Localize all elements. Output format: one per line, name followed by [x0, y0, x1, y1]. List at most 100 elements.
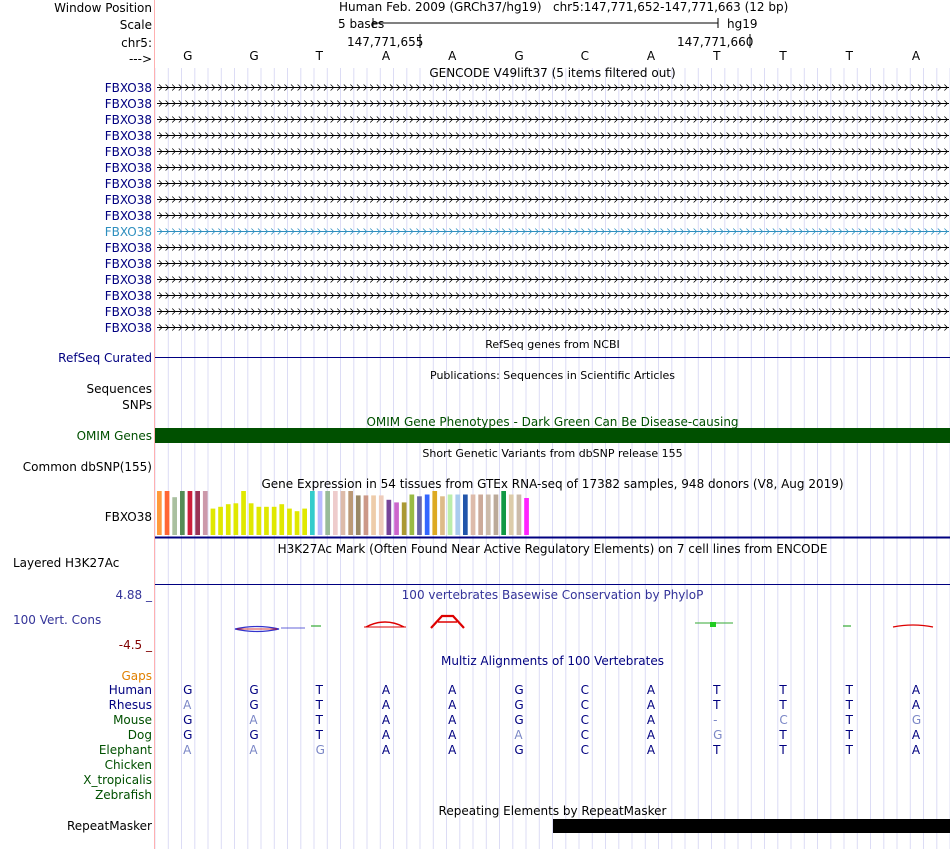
alignment-base: A [381, 683, 391, 697]
chr-label: chr5: [121, 36, 152, 50]
alignment-base: T [713, 698, 721, 712]
track-label-pane: Window Position Scale chr5: ---> FBXO38 F… [0, 0, 154, 849]
gencode-transcript-label[interactable]: FBXO38 [104, 81, 152, 95]
base-letter: A [381, 49, 391, 63]
gencode-transcript-label[interactable]: FBXO38 [104, 113, 152, 127]
alignment-base: C [580, 698, 590, 712]
vert-cons-label[interactable]: 100 Vert. Cons [13, 613, 102, 627]
gencode-transcript-label[interactable]: FBXO38 [104, 161, 152, 175]
gtex-tissue-bar [424, 494, 430, 535]
alignment-base: A [911, 698, 921, 712]
gtex-tissue-bar [264, 506, 269, 535]
gencode-transcript-label[interactable]: FBXO38 [104, 305, 152, 319]
gtex-tissue-bar [394, 502, 399, 535]
gtex-tissue-bar [463, 494, 468, 535]
alignment-base: A [381, 713, 391, 727]
alignment-base: G [911, 713, 922, 727]
gtex-tissue-bar [340, 491, 346, 535]
gencode-transcript-label[interactable]: FBXO38 [104, 97, 152, 111]
alignment-base: G [183, 713, 193, 727]
species-label-zebrafish[interactable]: Zebrafish [95, 788, 152, 802]
gtex-tissue-bar [233, 503, 239, 535]
alignment-base: A [646, 698, 656, 712]
base-letter: T [779, 49, 787, 63]
alignment-base: T [315, 698, 323, 712]
gtex-tissue-bar [516, 494, 522, 535]
gtex-tissue-bar [157, 491, 162, 535]
phylop-wiggle [430, 614, 465, 629]
gencode-transcript-label[interactable]: FBXO38 [104, 257, 152, 271]
gtex-tissue-bar [478, 494, 483, 535]
alignment-base: A [381, 728, 391, 742]
alignment-base: T [779, 698, 787, 712]
gencode-strand-chevrons [158, 228, 948, 235]
gencode-transcript-label[interactable]: FBXO38 [104, 129, 152, 143]
phylop-wiggle [234, 625, 280, 633]
genome-browser-track-image[interactable]: Human Feb. 2009 (GRCh37/hg19) chr5:147,7… [155, 0, 950, 849]
alignment-base: A [448, 698, 457, 712]
assembly-info: Human Feb. 2009 (GRCh37/hg19) chr5:147,7… [339, 0, 789, 14]
gencode-transcript-label[interactable]: FBXO38 [104, 289, 152, 303]
gtex-tissue-bar [279, 504, 285, 535]
gencode-strand-chevrons [158, 180, 948, 187]
gencode-transcript-label[interactable]: FBXO38 [104, 209, 152, 223]
species-label-chicken[interactable]: Chicken [104, 758, 152, 772]
alignment-base: T [713, 743, 721, 757]
repeatmasker-label[interactable]: RepeatMasker [66, 819, 152, 833]
repeatmasker-track-title: Repeating Elements by RepeatMasker [438, 804, 667, 818]
gencode-transcript-label[interactable]: FBXO38 [104, 193, 152, 207]
alignment-base: T [845, 743, 853, 757]
alignment-base: T [779, 683, 787, 697]
species-label-rhesus[interactable]: Rhesus [108, 698, 152, 712]
scale-label: Scale [119, 18, 152, 32]
alignment-base: G [249, 683, 259, 697]
gtex-gene-label[interactable]: FBXO38 [104, 510, 152, 524]
omim-genes-label[interactable]: OMIM Genes [76, 429, 152, 443]
alignment-base: G [249, 728, 259, 742]
gtex-tissue-bar [432, 491, 438, 535]
gencode-strand-chevrons [158, 132, 948, 139]
snps-label[interactable]: SNPs [122, 398, 152, 412]
gtex-tissue-bar [417, 496, 422, 535]
gencode-transcript-label[interactable]: FBXO38 [104, 145, 152, 159]
gencode-strand-chevrons [158, 196, 948, 203]
sequences-label[interactable]: Sequences [86, 382, 152, 396]
alignment-base: A [911, 728, 921, 742]
common-dbsnp-label[interactable]: Common dbSNP(155) [22, 460, 152, 474]
phylop-track-title: 100 vertebrates Basewise Conservation by… [401, 588, 704, 602]
dbsnp-track-title: Short Genetic Variants from dbSNP releas… [422, 447, 683, 460]
gtex-tissue-bar [455, 494, 461, 535]
gencode-transcript-label[interactable]: FBXO38 [104, 241, 152, 255]
alignment-base: A [448, 683, 457, 697]
alignment-base: G [514, 743, 524, 757]
gtex-tissue-bar [294, 511, 300, 535]
h3k27ac-track-title: H3K27Ac Mark (Often Found Near Active Re… [277, 542, 828, 556]
gencode-strand-chevrons [158, 244, 948, 251]
alignment-base: T [845, 713, 853, 727]
alignment-base: A [514, 728, 523, 742]
gtex-tissue-bar [195, 491, 200, 535]
gencode-transcript-label[interactable]: FBXO38 [104, 321, 152, 335]
base-letter: G [249, 49, 259, 63]
gencode-transcript-label[interactable]: FBXO38 [104, 273, 152, 287]
gencode-transcript-label[interactable]: FBXO38 [104, 177, 152, 191]
gtex-tissue-bar [172, 497, 177, 535]
gaps-label[interactable]: Gaps [121, 669, 152, 683]
gtex-tissue-bar [210, 508, 216, 535]
gtex-tissue-bar [187, 491, 193, 535]
species-label-elephant[interactable]: Elephant [98, 743, 152, 757]
species-label-mouse[interactable]: Mouse [113, 713, 152, 727]
species-label-x_tropicalis[interactable]: X_tropicalis [83, 773, 152, 787]
species-label-dog[interactable]: Dog [127, 728, 152, 742]
refseq-curated-label[interactable]: RefSeq Curated [58, 351, 152, 365]
layered-h3k27ac-label[interactable]: Layered H3K27Ac [13, 556, 120, 570]
base-letter: A [646, 49, 656, 63]
species-label-human[interactable]: Human [108, 683, 152, 697]
gtex-tissue-bar [348, 491, 353, 535]
alignment-base: C [580, 683, 590, 697]
refseq-track-title: RefSeq genes from NCBI [485, 338, 620, 351]
gencode-transcript-label[interactable]: FBXO38 [104, 225, 152, 239]
base-letter: G [183, 49, 193, 63]
gtex-tissue-bar [241, 491, 246, 535]
phylop-wiggle [710, 622, 716, 627]
